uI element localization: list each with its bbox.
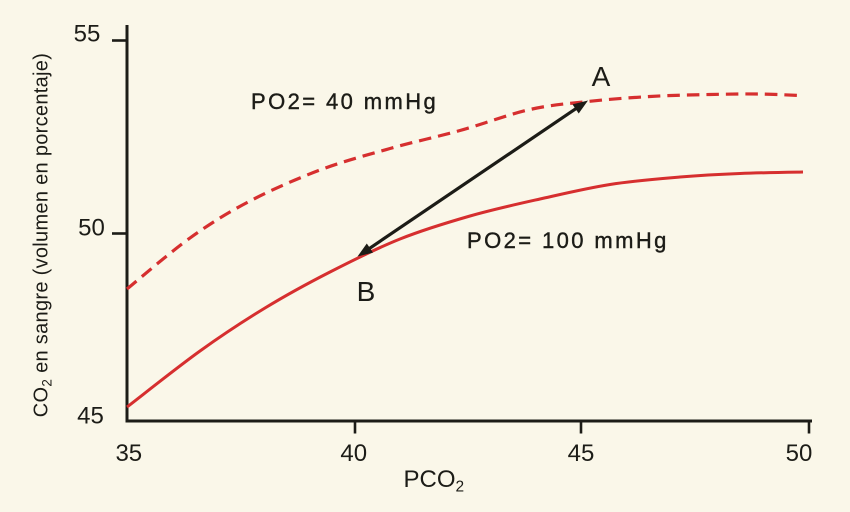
svg-text:PCO2: PCO2 — [404, 466, 465, 496]
svg-text:55: 55 — [74, 21, 101, 48]
svg-text:40: 40 — [340, 440, 367, 467]
svg-text:PO2= 40 mmHg: PO2= 40 mmHg — [251, 89, 438, 114]
svg-text:50: 50 — [786, 440, 813, 467]
svg-text:CO2 en sangre (volumen en porc: CO2 en sangre (volumen en porcentaje) — [31, 53, 55, 417]
svg-text:45: 45 — [568, 440, 595, 467]
svg-text:50: 50 — [78, 215, 105, 242]
svg-text:A: A — [592, 61, 611, 92]
svg-text:45: 45 — [77, 403, 104, 430]
svg-text:35: 35 — [115, 440, 142, 467]
svg-text:PO2= 100 mmHg: PO2= 100 mmHg — [467, 228, 669, 253]
svg-text:B: B — [357, 276, 376, 307]
